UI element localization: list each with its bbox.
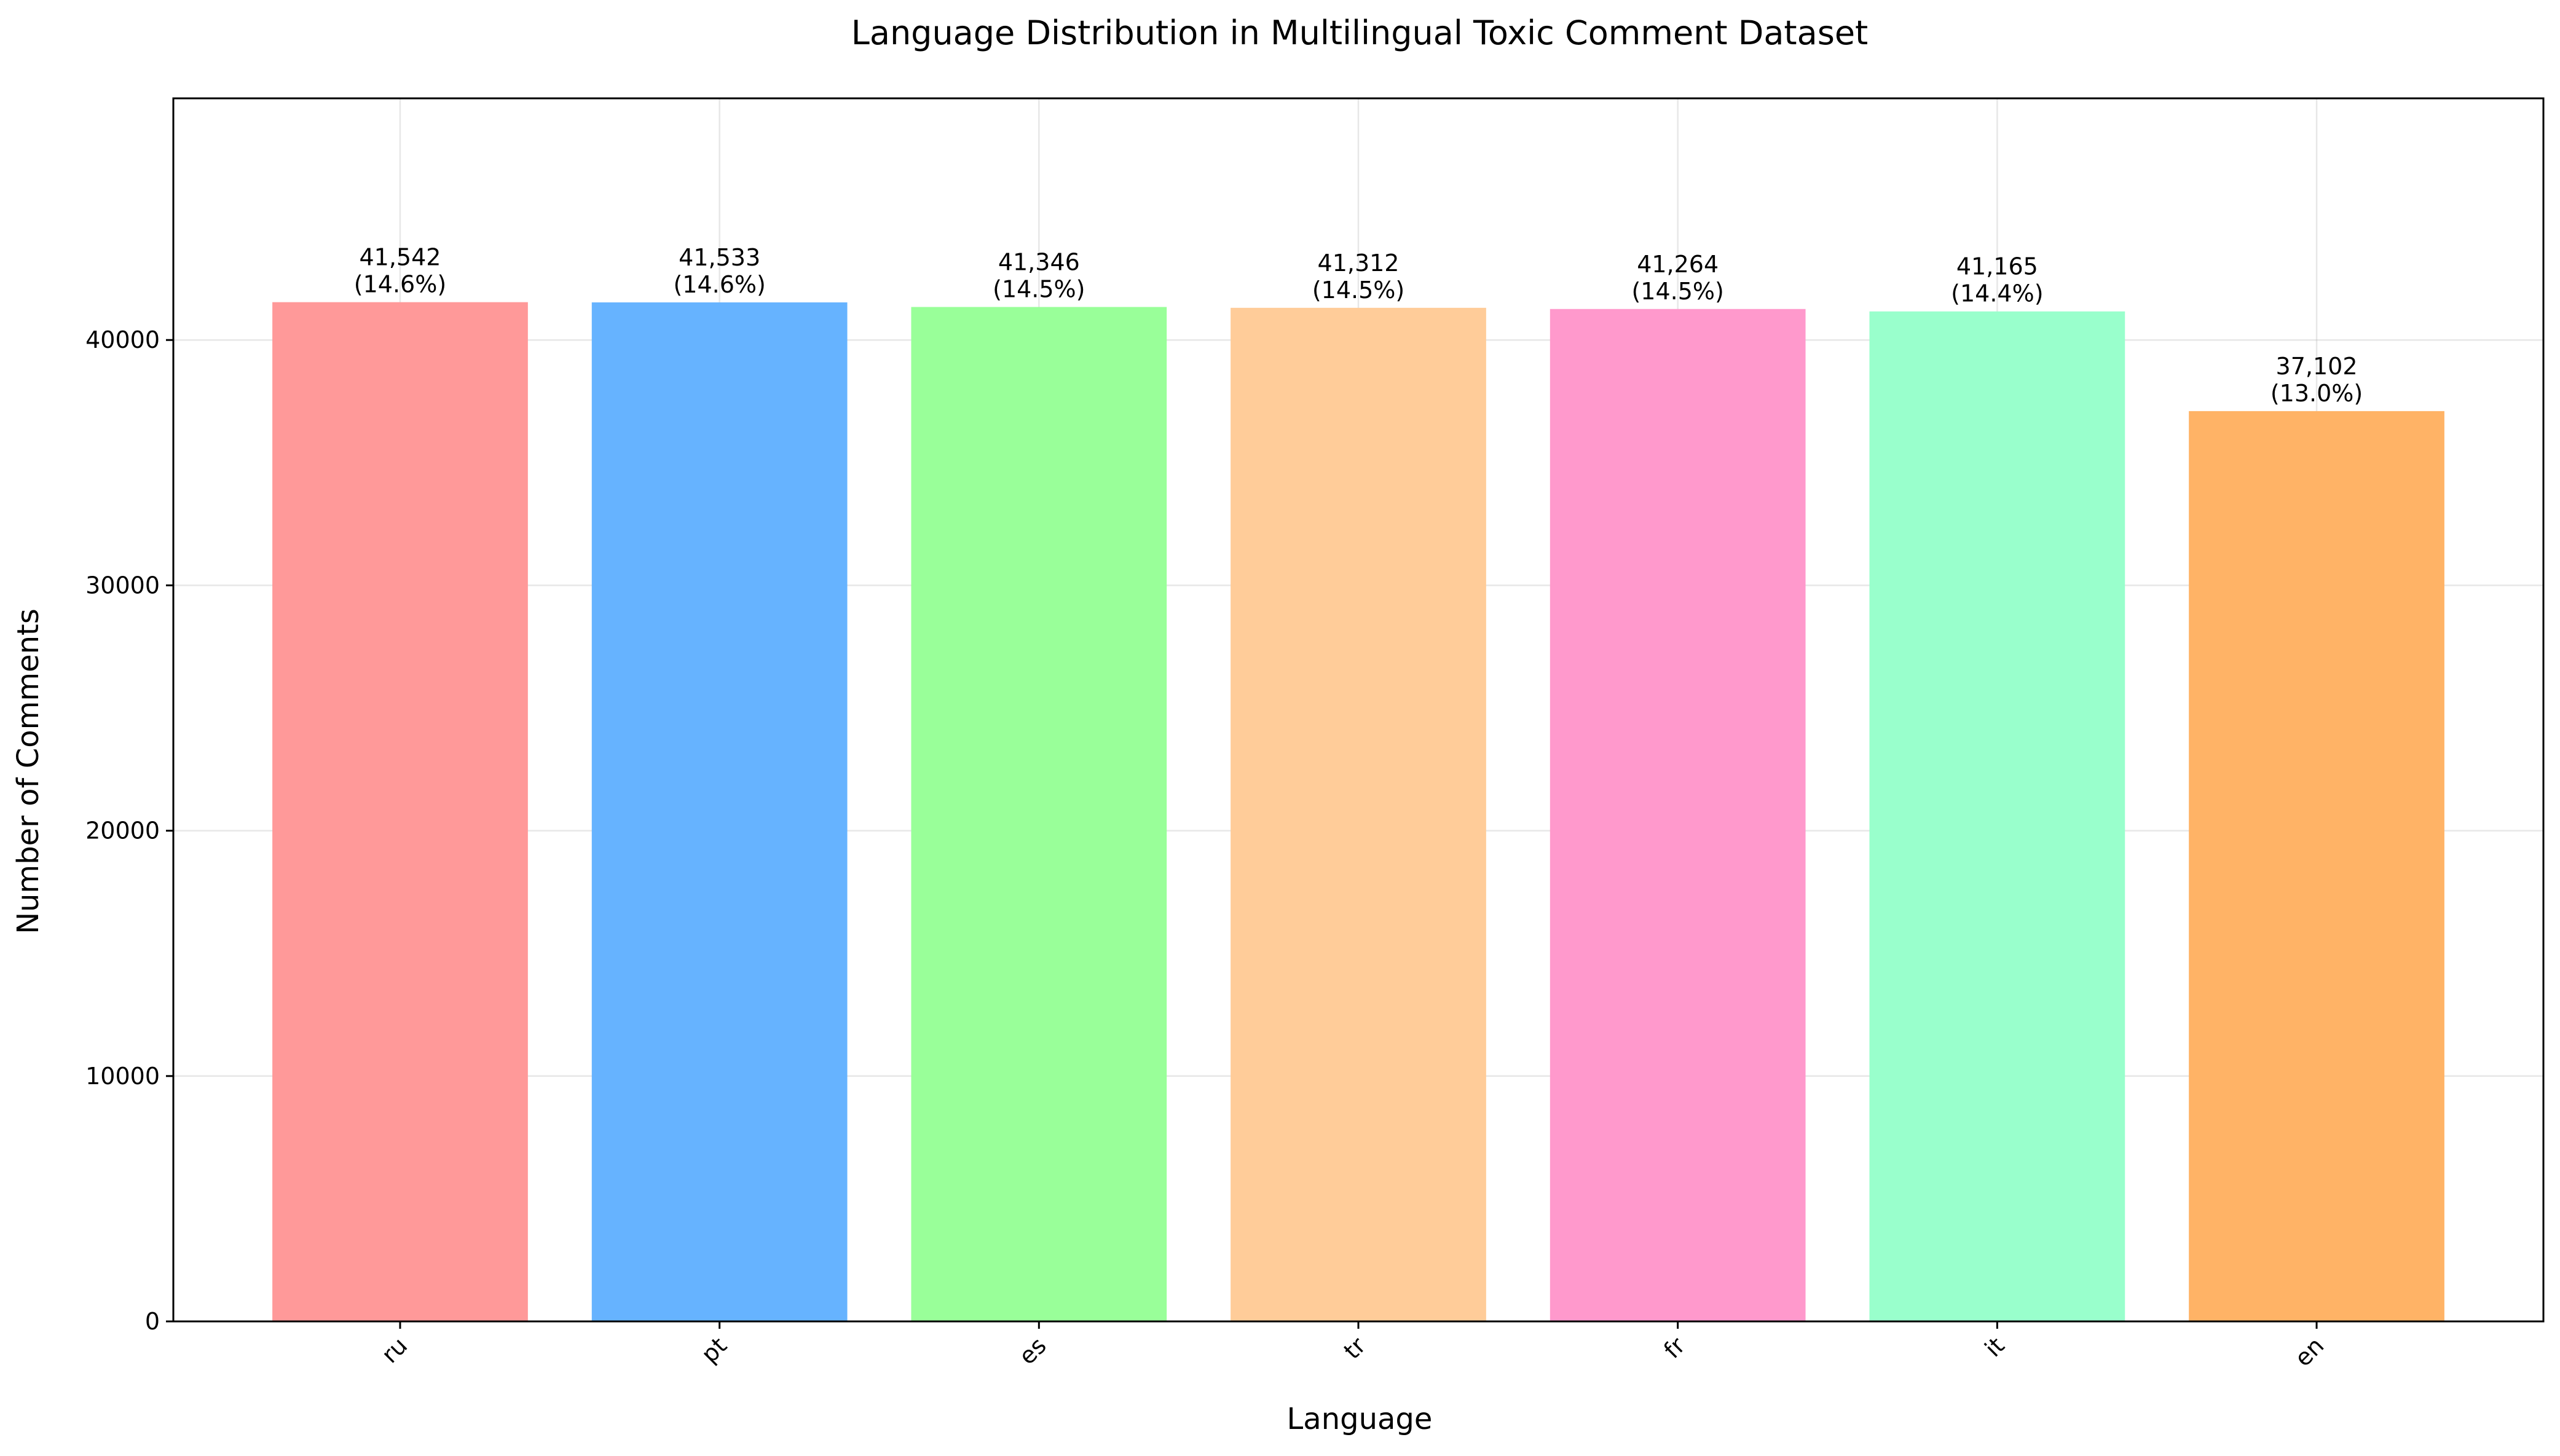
- bar-percent-label: (13.0%): [2271, 380, 2363, 407]
- bar: [1231, 307, 1486, 1321]
- bar: [1550, 309, 1806, 1321]
- y-tick-label: 10000: [85, 1063, 160, 1090]
- bar-percent-label: (14.6%): [673, 271, 765, 298]
- bar: [272, 302, 528, 1322]
- bar: [911, 307, 1167, 1321]
- bar-percent-label: (14.4%): [1951, 280, 2043, 307]
- bar-value-label: 41,542: [359, 244, 441, 271]
- bar-value-label: 37,102: [2276, 353, 2358, 380]
- y-tick-label: 0: [145, 1308, 160, 1335]
- bar: [591, 302, 848, 1321]
- bar-percent-label: (14.5%): [1312, 277, 1404, 304]
- y-axis-label: Number of Comments: [11, 608, 45, 934]
- plot-area: 41,542(14.6%)41,533(14.6%)41,346(14.5%)4…: [85, 97, 2545, 1372]
- bar-value-label: 41,264: [1637, 251, 1719, 278]
- y-tick-label: 20000: [85, 817, 160, 844]
- bar-value-label: 41,165: [1956, 253, 2038, 280]
- x-axis-label: Language: [1287, 1402, 1433, 1436]
- bar: [1869, 311, 2125, 1321]
- bar-value-label: 41,533: [679, 244, 760, 271]
- y-tick-label: 40000: [85, 326, 160, 353]
- bar-percent-label: (14.6%): [354, 271, 446, 298]
- bar-percent-label: (14.5%): [1631, 278, 1723, 305]
- bar: [2189, 411, 2444, 1321]
- bar-percent-label: (14.5%): [993, 275, 1085, 302]
- y-tick-label: 30000: [85, 572, 160, 599]
- bar-value-label: 41,346: [998, 248, 1080, 275]
- bar-value-label: 41,312: [1318, 250, 1400, 277]
- chart-title: Language Distribution in Multilingual To…: [851, 14, 1868, 52]
